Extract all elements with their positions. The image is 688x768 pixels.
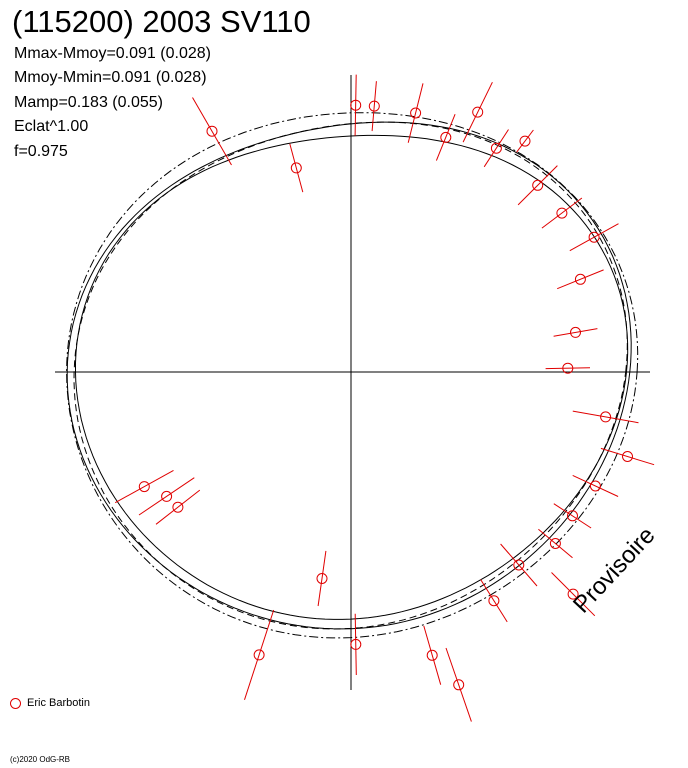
observation-errorbar [192,97,232,166]
observation-errorbar [545,367,591,370]
observation-point [206,125,218,137]
observation-errorbar [600,447,655,466]
observation-point [350,638,362,650]
observation-point [513,559,525,571]
observation-point [138,481,150,493]
observation-point [440,131,452,143]
observation-errorbar [371,81,377,132]
stat-mamp: Mamp=0.183 (0.055) [14,94,163,111]
observation-point [410,107,422,119]
model-curve-solid [75,134,629,620]
observation-point [426,649,438,661]
observation-errorbar [500,543,538,587]
observation-errorbar [551,572,596,617]
observation-errorbar [445,647,472,722]
observation-point [316,573,328,584]
observation-point [290,162,302,174]
observation-point [519,135,531,147]
observation-point [549,538,561,549]
observation-errorbar [317,550,327,607]
observation-errorbar [423,625,442,685]
model-curve-dashdot [66,112,639,639]
observation-point [588,231,600,243]
legend-marker-icon [10,697,21,709]
observation-errorbar [407,83,424,143]
observation-errorbar [572,410,639,424]
observation-errorbar [138,477,195,516]
observation-point [532,179,544,191]
observation-errorbar [538,528,573,559]
observation-errorbar [569,223,619,252]
model-curve-dashed [73,121,628,630]
stat-eclat: Eclat^1.00 [14,118,89,135]
observation-errorbar [480,579,508,623]
observation-point [570,326,581,338]
legend-observer-label: Eric Barbotin [27,697,90,709]
stat-f: f=0.975 [14,143,68,160]
observation-point [622,451,633,462]
observation-errorbar [435,114,456,161]
observation-errorbar [483,129,509,168]
copyright-note: (c)2020 OdG-RB [10,755,71,764]
observation-point [562,362,574,374]
observation-point [600,411,612,423]
observation-errorbar [462,81,493,143]
stat-mmoy-mmin: Mmoy-Mmin=0.091 (0.028) [14,69,207,86]
observation-point [472,106,484,118]
observation-errorbar [557,269,604,290]
observation-point [368,100,380,112]
observation-point [161,490,173,502]
observation-errorbar [354,613,357,676]
observation-point [253,649,265,661]
observation-point [567,588,579,600]
observation-point [556,207,568,219]
observation-point [567,510,578,522]
observation-errorbar [541,197,583,229]
model-curve-solid [66,121,632,630]
observation-errorbar [553,328,598,337]
observation-point [350,99,362,111]
observation-errorbar [289,143,304,193]
stat-mmax-mmoy: Mmax-Mmoy=0.091 (0.028) [14,45,211,62]
observation-point [574,273,586,285]
observation-errorbar [517,165,558,206]
observation-point [453,679,465,691]
observation-point [488,595,500,607]
observation-errorbar [155,489,201,525]
observation-errorbar [553,503,592,529]
legend: Eric Barbotin [10,697,90,709]
observation-errorbar [114,469,174,504]
observation-point [172,501,184,513]
chart-title: (115200) 2003 SV110 [12,4,311,39]
observation-point [589,480,601,492]
observation-errorbar [354,74,357,136]
observation-errorbar [572,474,619,497]
observation-errorbar [244,609,275,700]
observation-point [490,142,502,154]
observation-errorbar [516,129,534,153]
